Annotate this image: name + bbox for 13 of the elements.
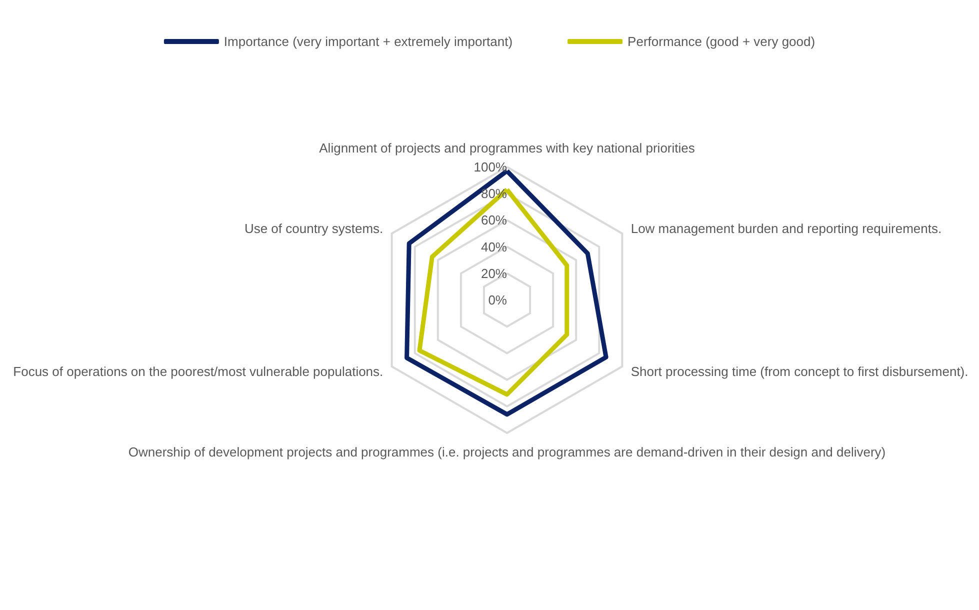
spoke-label: Alignment of projects and programmes with key national priorities [319, 140, 696, 156]
y-tick-label: 60% [480, 212, 508, 228]
legend-label: Importance (very important + extremely important) [224, 34, 513, 49]
y-tick-label: 40% [480, 239, 508, 254]
y-tick-label: 100% [474, 160, 508, 174]
legend-label: Performance (good + very good) [628, 34, 816, 49]
y-tick-label: 0% [488, 292, 508, 308]
spoke-label: Ownership of development projects and programmes (i.e. projects and programmes are demand-driven in their design and delivery) [128, 444, 886, 460]
spoke-label: Short processing time (from concept to first disbursement). [630, 364, 968, 379]
spoke-label: Use of country systems. [244, 221, 384, 236]
spoke-label: Focus of operations on the poorest/most vulnerable populations. [13, 364, 384, 379]
spoke-label: Low management burden and reporting requirements. [630, 221, 942, 236]
y-tick-label: 20% [480, 266, 508, 281]
